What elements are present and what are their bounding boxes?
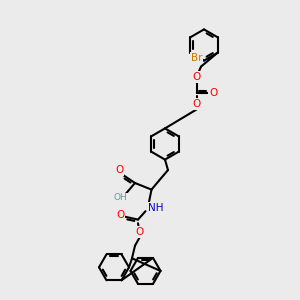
Text: O: O [192,99,201,109]
Text: O: O [192,72,201,82]
Text: O: O [115,165,124,176]
Text: OH: OH [113,194,127,202]
Text: Br: Br [191,52,202,63]
Text: O: O [209,88,217,98]
Text: NH: NH [148,202,164,213]
Text: O: O [116,210,124,220]
Text: O: O [135,227,144,237]
